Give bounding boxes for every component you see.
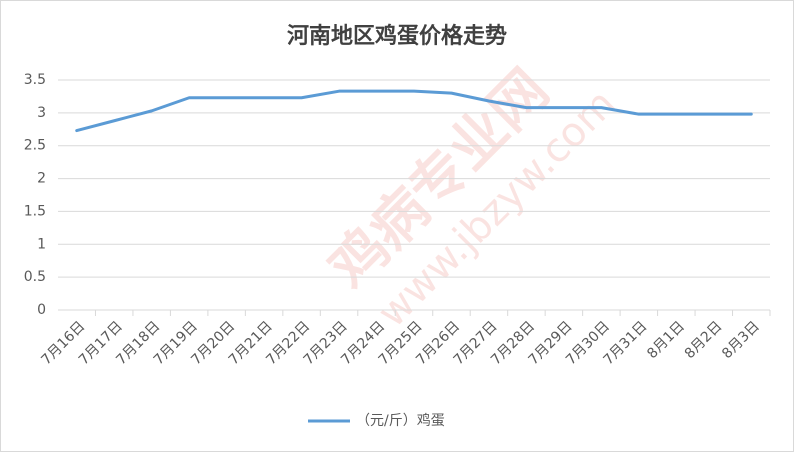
y-tick-label: 2.5 xyxy=(24,138,46,154)
y-tick-label: 3 xyxy=(37,105,46,121)
y-tick-label: 0.5 xyxy=(24,269,46,285)
chart-title: 河南地区鸡蛋价格走势 xyxy=(287,23,507,49)
legend-label: （元/斤）鸡蛋 xyxy=(356,412,445,429)
line-series xyxy=(75,89,753,133)
y-tick-label: 1 xyxy=(37,236,46,252)
y-tick-label: 1.5 xyxy=(24,203,46,219)
y-tick-label: 0 xyxy=(37,302,46,318)
y-tick-label: 3.5 xyxy=(24,72,46,88)
y-tick-label: 2 xyxy=(37,171,46,187)
